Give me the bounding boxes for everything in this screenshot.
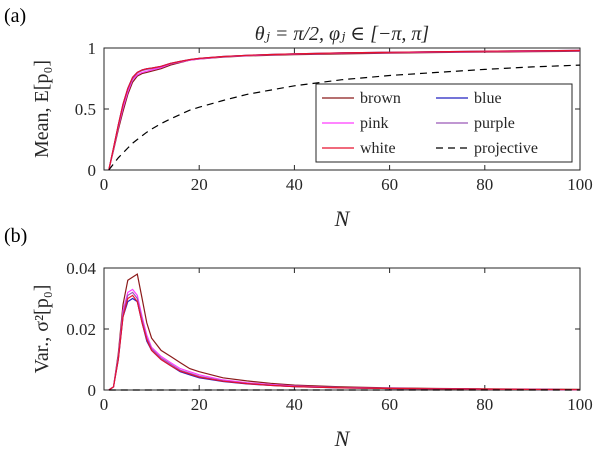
y-tick-label: 1: [88, 39, 97, 58]
x-tick-label: 40: [286, 175, 303, 194]
x-tick-label: 0: [100, 395, 109, 414]
series-line-projective: [108, 64, 581, 171]
x-tick-label: 60: [381, 395, 398, 414]
series-line-blue: [108, 297, 581, 391]
legend: brown blue pink purple white projective: [315, 83, 573, 163]
panel-label: (a): [4, 5, 26, 27]
y-axis-label: Var., σ²[p₀]: [31, 285, 53, 374]
legend-label-pink: pink: [360, 115, 388, 132]
legend-label-purple: purple: [474, 115, 515, 132]
panel-b: (b) 0 20 40 60 80 100 0 0.02 0.04 N Var., σ²[p₀]: [4, 225, 593, 451]
y-axis-label: Mean, E[p₀]: [31, 60, 53, 158]
panel-a: (a) θⱼ = π/2, φⱼ ∈ [−π, π] 0 20 40 60 80 100 0 0.…: [4, 5, 593, 231]
series-line-purple: [108, 291, 581, 391]
y-tick-label: 0.04: [66, 259, 96, 278]
series-line-white: [108, 49, 581, 171]
series-line-pink: [108, 288, 581, 391]
x-axis-label: N: [334, 426, 351, 451]
y-tick-label: 0: [88, 381, 97, 400]
panel-label: (b): [4, 225, 27, 247]
series-line-white: [108, 294, 581, 391]
x-tick-label: 100: [567, 175, 593, 194]
y-tick-label: 0.02: [66, 320, 96, 339]
series-line-brown: [108, 273, 581, 391]
legend-label-brown: brown: [360, 90, 401, 107]
x-tick-label: 20: [191, 395, 208, 414]
x-axis-label: N: [334, 206, 351, 231]
chart-title: θⱼ = π/2, φⱼ ∈ [−π, π]: [255, 23, 429, 45]
axes-box: [103, 267, 581, 391]
y-tick-label: 0: [88, 161, 97, 180]
x-tick-label: 20: [191, 175, 208, 194]
legend-label-projective: projective: [474, 140, 538, 157]
x-tick-label: 0: [100, 175, 109, 194]
x-tick-label: 100: [567, 395, 593, 414]
x-tick-label: 60: [381, 175, 398, 194]
legend-label-blue: blue: [474, 90, 502, 107]
legend-label-white: white: [360, 140, 396, 157]
y-tick-label: 0.5: [75, 100, 96, 119]
x-tick-label: 80: [476, 395, 493, 414]
x-tick-label: 40: [286, 395, 303, 414]
x-tick-label: 80: [476, 175, 493, 194]
